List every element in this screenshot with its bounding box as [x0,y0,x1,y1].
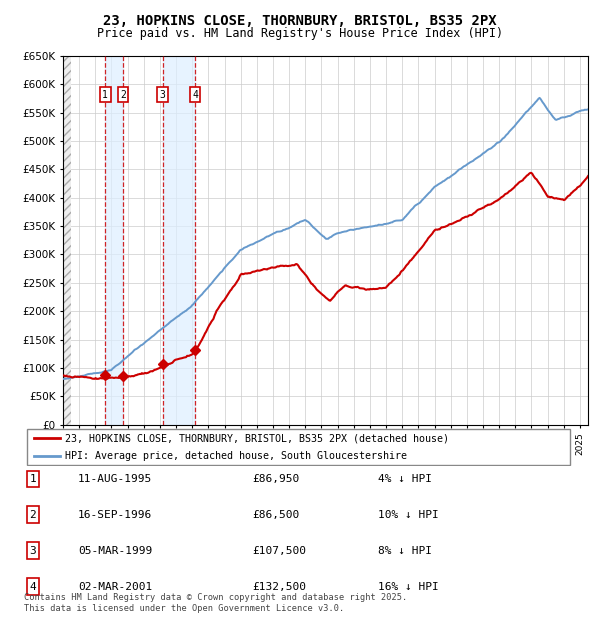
Text: 8% ↓ HPI: 8% ↓ HPI [378,546,432,556]
Text: £132,500: £132,500 [252,582,306,591]
Text: 2: 2 [120,89,126,100]
Text: 05-MAR-1999: 05-MAR-1999 [78,546,152,556]
Text: 4: 4 [29,582,37,591]
Text: 1: 1 [102,89,108,100]
Text: £107,500: £107,500 [252,546,306,556]
Text: 1: 1 [29,474,37,484]
Text: Price paid vs. HM Land Registry's House Price Index (HPI): Price paid vs. HM Land Registry's House … [97,27,503,40]
Text: 02-MAR-2001: 02-MAR-2001 [78,582,152,591]
Text: 16% ↓ HPI: 16% ↓ HPI [378,582,439,591]
Text: £86,950: £86,950 [252,474,299,484]
Text: 2: 2 [29,510,37,520]
Text: £86,500: £86,500 [252,510,299,520]
Bar [105,56,123,425]
Text: 4: 4 [192,89,198,100]
Text: HPI: Average price, detached house, South Gloucestershire: HPI: Average price, detached house, Sout… [65,451,407,461]
Text: 16-SEP-1996: 16-SEP-1996 [78,510,152,520]
Text: Contains HM Land Registry data © Crown copyright and database right 2025.
This d: Contains HM Land Registry data © Crown c… [24,593,407,613]
Text: 11-AUG-1995: 11-AUG-1995 [78,474,152,484]
FancyBboxPatch shape [27,429,571,465]
Text: 23, HOPKINS CLOSE, THORNBURY, BRISTOL, BS35 2PX (detached house): 23, HOPKINS CLOSE, THORNBURY, BRISTOL, B… [65,433,449,443]
Text: 10% ↓ HPI: 10% ↓ HPI [378,510,439,520]
Bar [163,56,195,425]
Text: 4% ↓ HPI: 4% ↓ HPI [378,474,432,484]
Text: 23, HOPKINS CLOSE, THORNBURY, BRISTOL, BS35 2PX: 23, HOPKINS CLOSE, THORNBURY, BRISTOL, B… [103,14,497,28]
Text: 3: 3 [29,546,37,556]
Bar [63,56,71,425]
Text: 3: 3 [160,89,166,100]
